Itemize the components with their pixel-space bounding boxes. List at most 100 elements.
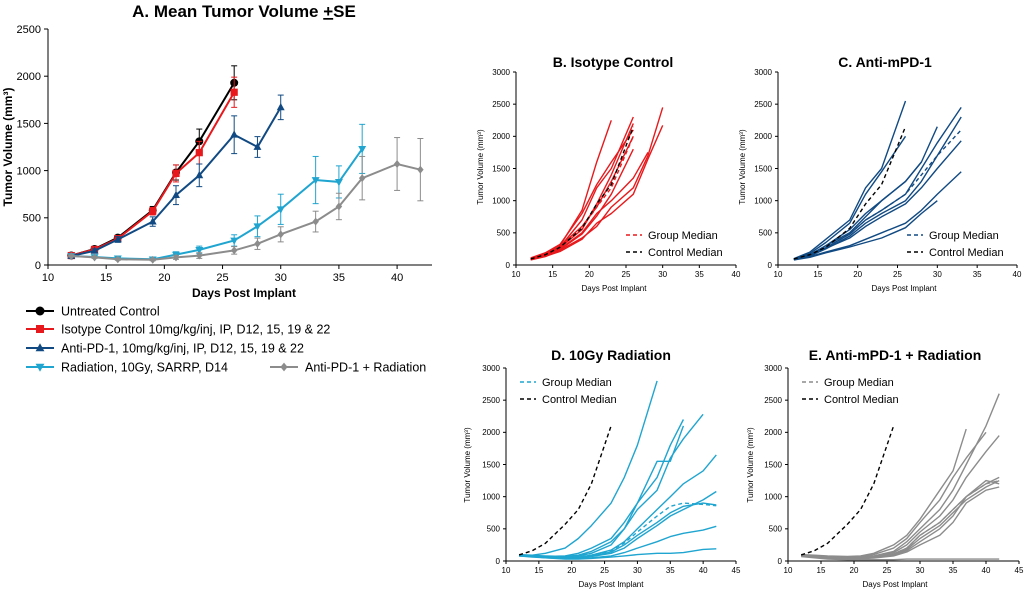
individual-curve: [801, 555, 1000, 561]
control-median-line: [793, 126, 907, 260]
y-tick-label: 0: [496, 557, 501, 566]
chart-panel-c: C. Anti-mPD-1 10 15 20 25 30 35 40 0 500 1000 1500 2…: [738, 54, 1022, 293]
data-point: [90, 246, 99, 254]
y-tick-label: 2000: [754, 132, 772, 141]
legend-label: Control Median: [929, 247, 1004, 259]
legend-item: Control Median: [626, 247, 723, 259]
individual-curve: [530, 125, 664, 261]
individual-curve: [801, 428, 967, 558]
data-point: [195, 149, 203, 157]
data-point: [417, 165, 424, 174]
legend-item: Control Median: [520, 394, 617, 406]
legend-item: Group Median: [802, 377, 894, 389]
x-tick-label: 30: [658, 270, 667, 279]
series-line: [71, 82, 236, 257]
x-tick-label: 40: [732, 270, 741, 279]
control-median-line: [800, 425, 895, 556]
legend-item: Anti-PD-1, 10mg/kg/inj, IP, D12, 15, 19 …: [26, 342, 304, 356]
chart-panel-e: E. Anti-mPD-1 + Radiation 10 15 20 25 30 35 40 4…: [746, 347, 1024, 589]
legend-label: Group Median: [648, 230, 718, 242]
y-tick-label: 500: [497, 229, 511, 238]
data-point: [230, 88, 238, 96]
y-tick-label: 500: [759, 229, 773, 238]
data-point: [195, 171, 204, 179]
individual-curve: [793, 100, 907, 260]
legend-label: Control Median: [542, 394, 617, 406]
individual-curve: [801, 431, 987, 558]
legend-item: Anti-PD-1 + Radiation: [270, 361, 426, 375]
legend: Group Median Control Median: [626, 230, 723, 259]
data-point: [277, 230, 284, 239]
legend-marker: [35, 343, 45, 352]
y-tick-label: 0: [768, 261, 773, 270]
x-tick-label: 10: [774, 270, 783, 279]
y-tick-label: 2500: [764, 396, 782, 405]
x-tick-label: 15: [813, 270, 822, 279]
chart-title: D. 10Gy Radiation: [551, 347, 671, 363]
y-tick-label: 2000: [17, 71, 41, 83]
data-point: [113, 235, 122, 243]
x-tick-label: 30: [916, 566, 925, 575]
individual-curves: [519, 380, 717, 560]
y-tick-label: 1000: [482, 492, 500, 501]
y-axis-label: Tumor Volume (mm³): [463, 427, 472, 503]
legend-label: Group Median: [824, 377, 894, 389]
legend-label: Anti-PD-1 + Radiation: [305, 361, 426, 375]
data-point: [230, 246, 238, 255]
individual-curve: [793, 200, 938, 261]
legend-label: Anti-PD-1, 10mg/kg/inj, IP, D12, 15, 19 …: [61, 342, 304, 356]
x-axis-label: Days Post Implant: [863, 580, 929, 589]
x-tick-label: 15: [548, 270, 557, 279]
x-tick-label: 20: [853, 270, 862, 279]
legend-label: Control Median: [824, 394, 899, 406]
x-tick-label: 40: [982, 566, 991, 575]
individual-curve: [793, 135, 907, 260]
data-point: [172, 190, 180, 199]
chart-panel-b: B. Isotype Control 10 15 20 25 30 35 40 0 500 1000…: [476, 54, 741, 293]
y-tick-label: 1000: [492, 196, 510, 205]
data-point: [149, 255, 156, 264]
x-tick-label: 15: [817, 566, 826, 575]
y-tick-label: 3000: [492, 68, 510, 77]
y-tick-label: 500: [769, 525, 783, 534]
x-axis-label: Days Post Implant: [579, 580, 645, 589]
data-point: [358, 174, 366, 183]
data-point: [195, 247, 204, 255]
data-point: [114, 255, 122, 264]
y-tick-label: 1000: [764, 492, 782, 501]
legend-item: Group Median: [907, 230, 999, 242]
legend-marker: [35, 306, 45, 316]
group-median-line: [793, 129, 962, 260]
legend-label: Isotype Control 10mg/kg/inj, IP, D12, 15…: [61, 323, 330, 337]
series-line: [71, 162, 421, 261]
individual-curve: [793, 140, 962, 260]
y-tick-label: 0: [35, 260, 41, 272]
individual-curve: [793, 161, 922, 260]
series-1: [67, 76, 238, 260]
data-point: [334, 179, 343, 187]
data-point: [335, 202, 343, 211]
legend-label: Group Median: [542, 377, 612, 389]
control-median-line: [530, 126, 634, 260]
y-tick-label: 500: [487, 525, 501, 534]
x-tick-label: 10: [42, 272, 54, 284]
y-tick-label: 0: [506, 261, 511, 270]
group-median-line: [519, 502, 717, 559]
individual-curve: [801, 393, 1000, 559]
y-tick-label: 1500: [17, 118, 41, 130]
legend-item: Untreated Control: [26, 305, 160, 319]
y-tick-label: 500: [23, 213, 41, 225]
y-tick-label: 2000: [764, 428, 782, 437]
data-point: [312, 217, 319, 226]
y-axis-label: Tumor Volume (mm³): [746, 427, 755, 503]
chart-title: C. Anti-mPD-1: [838, 54, 932, 70]
y-tick-label: 3000: [482, 364, 500, 373]
x-tick-label: 10: [502, 566, 511, 575]
legend-label: Control Median: [648, 247, 723, 259]
chart-title-suffix: SE: [333, 2, 356, 21]
x-tick-label: 40: [391, 272, 403, 284]
data-point: [172, 253, 180, 262]
x-tick-label: 20: [585, 270, 594, 279]
legend: Group Median Control Median: [520, 377, 617, 406]
